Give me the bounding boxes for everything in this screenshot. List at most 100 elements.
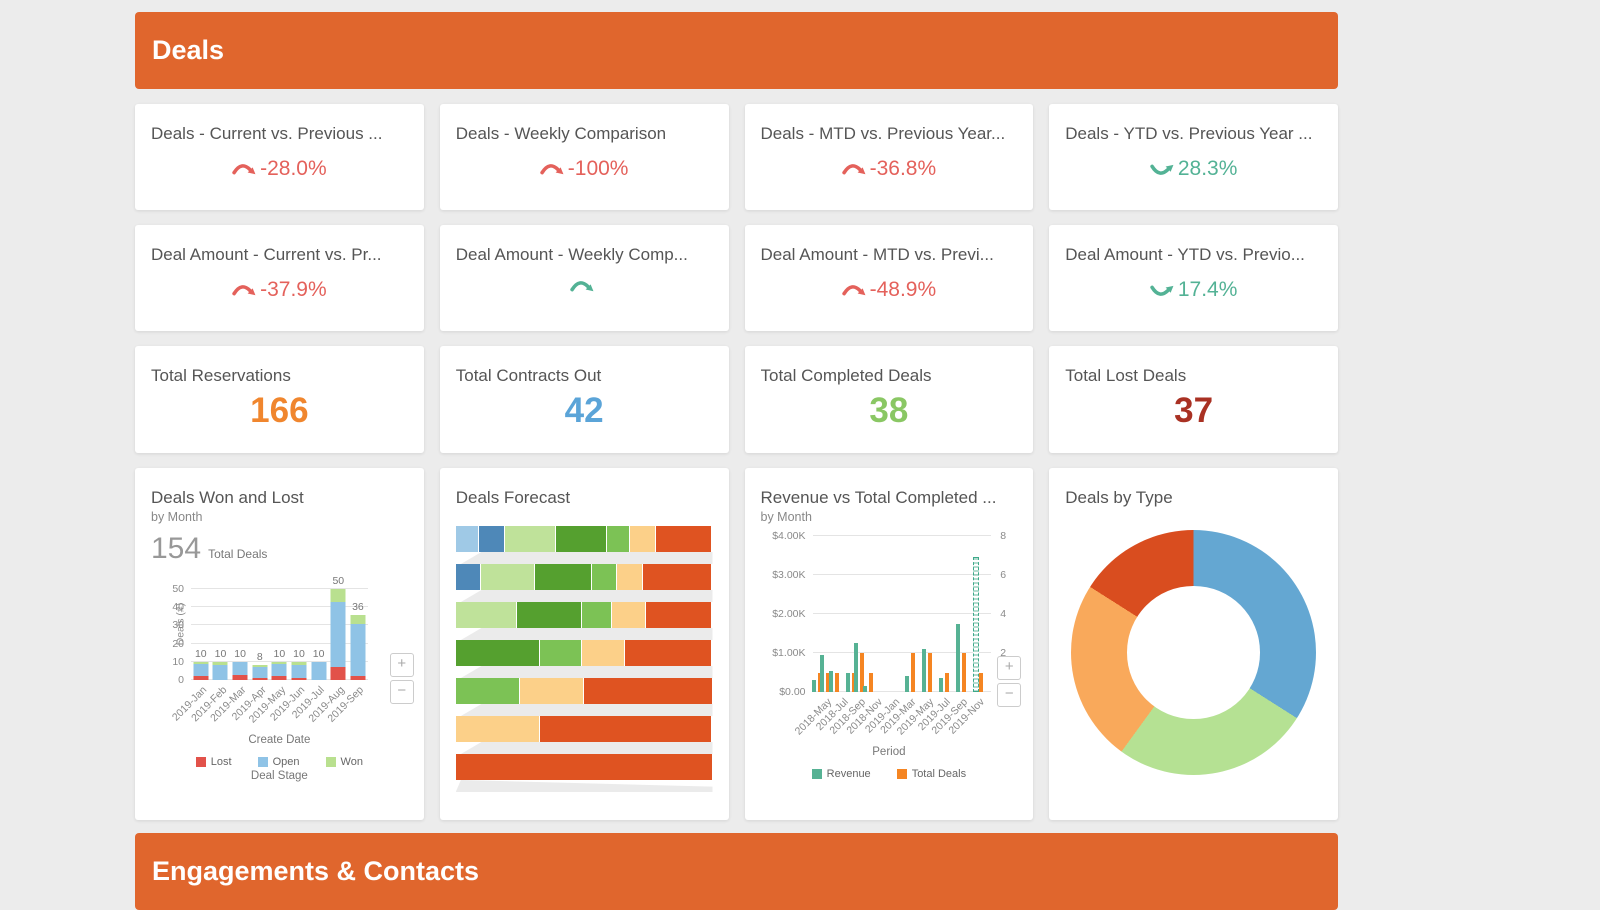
revenue-bar[interactable] bbox=[854, 643, 859, 692]
funnel-segment[interactable] bbox=[655, 526, 713, 552]
funnel-stage-bar[interactable] bbox=[455, 716, 713, 742]
funnel-segment[interactable] bbox=[455, 602, 518, 628]
legend-item-revenue[interactable]: Revenue bbox=[811, 768, 871, 780]
legend-item-total-deals[interactable]: Total Deals bbox=[896, 768, 966, 780]
bar-segment-open[interactable] bbox=[193, 663, 209, 677]
total-deals-bar[interactable] bbox=[979, 672, 984, 692]
funnel-stage-bar[interactable] bbox=[455, 526, 713, 552]
revenue-bar[interactable] bbox=[820, 654, 825, 692]
funnel-stage-bar[interactable] bbox=[455, 678, 713, 704]
bar-segment-lost[interactable] bbox=[330, 667, 346, 680]
revenue-bar[interactable] bbox=[922, 649, 927, 692]
funnel-segment[interactable] bbox=[591, 564, 618, 590]
revenue-bar[interactable] bbox=[956, 623, 961, 692]
bar-segment-won[interactable] bbox=[193, 661, 209, 664]
revenue-bar[interactable] bbox=[939, 678, 944, 692]
funnel-segment[interactable] bbox=[581, 602, 613, 628]
funnel-segment[interactable] bbox=[643, 564, 713, 590]
funnel-segment[interactable] bbox=[455, 564, 482, 590]
bar-segment-lost[interactable] bbox=[291, 678, 307, 680]
revenue-bar[interactable] bbox=[811, 680, 816, 692]
total-deals-bar[interactable] bbox=[826, 672, 831, 692]
bar-segment-lost[interactable] bbox=[271, 676, 287, 680]
total-deals-bar[interactable] bbox=[868, 672, 873, 692]
funnel-segment[interactable] bbox=[617, 564, 644, 590]
total-deals-bar[interactable] bbox=[962, 653, 967, 692]
funnel-stage-bar[interactable] bbox=[455, 640, 713, 666]
total-deals-bar[interactable] bbox=[911, 653, 916, 692]
funnel-segment[interactable] bbox=[540, 640, 582, 666]
revenue-bar[interactable] bbox=[845, 672, 850, 692]
stacked-bar[interactable] bbox=[311, 661, 327, 680]
revenue-bar[interactable] bbox=[828, 670, 833, 692]
bar-segment-lost[interactable] bbox=[193, 676, 209, 680]
funnel-segment[interactable] bbox=[478, 526, 505, 552]
stacked-bar[interactable] bbox=[350, 614, 366, 680]
total-deals-bar[interactable] bbox=[860, 653, 865, 692]
bar-segment-open[interactable] bbox=[252, 667, 268, 679]
bar-segment-won[interactable] bbox=[291, 661, 307, 666]
stacked-bar[interactable] bbox=[291, 661, 307, 680]
revenue-bar[interactable] bbox=[905, 676, 910, 692]
legend-item-open[interactable]: Open bbox=[257, 756, 300, 768]
bar-segment-open[interactable] bbox=[350, 623, 366, 677]
bar-segment-won[interactable] bbox=[252, 665, 268, 668]
funnel-segment[interactable] bbox=[540, 716, 713, 742]
forecast-revenue-bar[interactable] bbox=[973, 557, 980, 692]
funnel-segment[interactable] bbox=[481, 564, 536, 590]
bar-segment-open[interactable] bbox=[311, 661, 327, 680]
funnel-segment[interactable] bbox=[584, 678, 713, 704]
funnel-segment[interactable] bbox=[630, 526, 656, 552]
bar-segment-open[interactable] bbox=[330, 601, 346, 668]
funnel-segment[interactable] bbox=[455, 678, 520, 704]
bar-segment-open[interactable] bbox=[232, 661, 248, 675]
total-deals-bar[interactable] bbox=[928, 653, 933, 692]
won-lost-plot[interactable]: Deals (#) 0 10 20 30 40 50 10 10 10 8 10 10 10 50 36 bbox=[172, 575, 368, 686]
bar-segment-open[interactable] bbox=[212, 665, 228, 680]
total-deals-bar[interactable] bbox=[834, 672, 839, 692]
funnel-segment[interactable] bbox=[535, 564, 592, 590]
zoom-out-button[interactable]: − bbox=[389, 680, 414, 704]
zoom-in-button[interactable]: + bbox=[389, 653, 414, 677]
stacked-bar[interactable] bbox=[232, 661, 248, 680]
legend-item-lost[interactable]: Lost bbox=[195, 756, 232, 768]
deals-by-type-donut[interactable] bbox=[1071, 530, 1317, 775]
total-deals-bar[interactable] bbox=[817, 672, 822, 692]
funnel-segment[interactable] bbox=[455, 754, 713, 780]
stacked-bar[interactable] bbox=[252, 665, 268, 680]
bar-segment-won[interactable] bbox=[271, 661, 287, 664]
funnel-segment[interactable] bbox=[625, 640, 713, 666]
legend-item-won[interactable]: Won bbox=[325, 756, 363, 768]
funnel-segment[interactable] bbox=[517, 602, 582, 628]
funnel-stage-bar[interactable] bbox=[455, 564, 713, 590]
funnel-segment[interactable] bbox=[607, 526, 631, 552]
total-deals-bar[interactable] bbox=[945, 672, 950, 692]
zoom-in-button[interactable]: + bbox=[997, 656, 1022, 680]
funnel-stage-bar[interactable] bbox=[455, 754, 713, 780]
funnel-segment[interactable] bbox=[504, 526, 556, 552]
bar-segment-open[interactable] bbox=[291, 665, 307, 679]
funnel-segment[interactable] bbox=[519, 678, 585, 704]
bar-segment-won[interactable] bbox=[212, 661, 228, 666]
bar-segment-lost[interactable] bbox=[350, 676, 366, 680]
stacked-bar[interactable] bbox=[330, 589, 346, 680]
stacked-bar[interactable] bbox=[212, 661, 228, 680]
total-deals-bar[interactable] bbox=[851, 672, 856, 692]
funnel-segment[interactable] bbox=[612, 602, 646, 628]
zoom-out-button[interactable]: − bbox=[997, 683, 1022, 707]
funnel-segment[interactable] bbox=[555, 526, 608, 552]
revenue-bar[interactable] bbox=[862, 686, 867, 692]
funnel-segment[interactable] bbox=[581, 640, 626, 666]
funnel-segment[interactable] bbox=[455, 640, 541, 666]
funnel-segment[interactable] bbox=[455, 716, 541, 742]
bar-segment-lost[interactable] bbox=[252, 678, 268, 680]
bar-segment-lost[interactable] bbox=[232, 674, 248, 680]
bar-segment-won[interactable] bbox=[330, 589, 346, 602]
stacked-bar[interactable] bbox=[193, 661, 209, 680]
funnel-segment[interactable] bbox=[645, 602, 713, 628]
stacked-bar[interactable] bbox=[271, 661, 287, 680]
bar-segment-won[interactable] bbox=[350, 614, 366, 624]
funnel-stage-bar[interactable] bbox=[455, 602, 713, 628]
bar-segment-open[interactable] bbox=[271, 663, 287, 677]
